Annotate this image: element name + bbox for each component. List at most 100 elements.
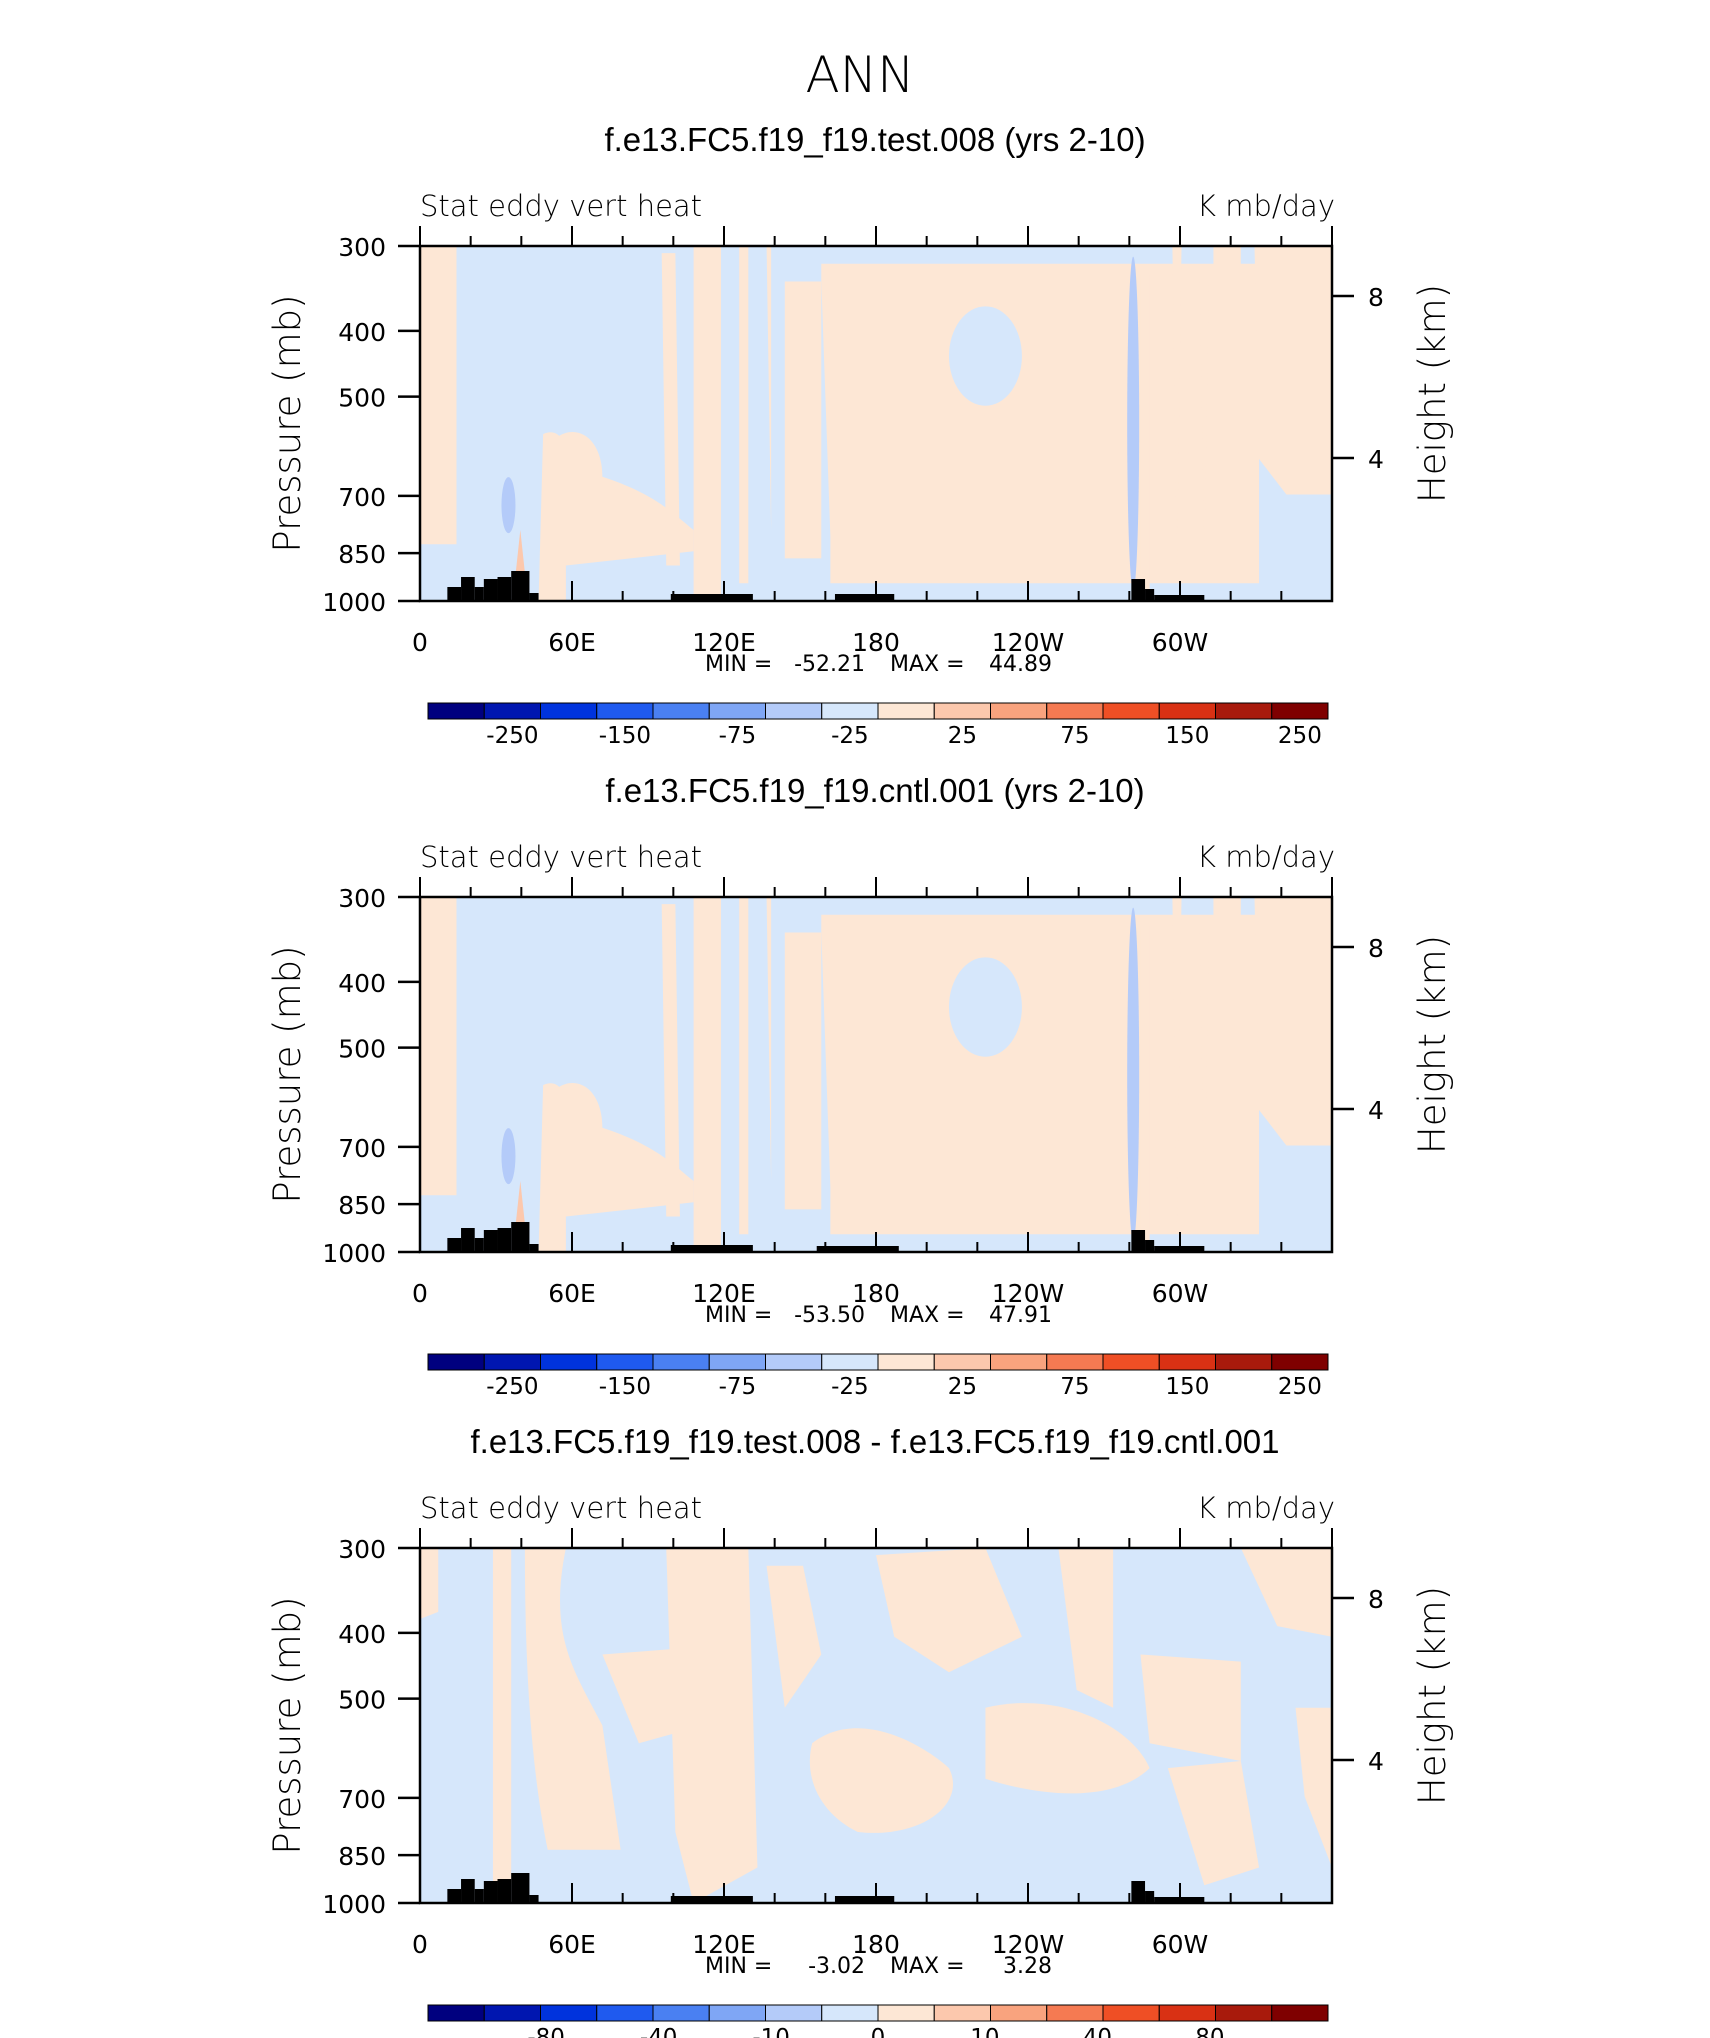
x-tick-label: 120W (992, 1930, 1064, 1959)
topography-block (511, 571, 530, 601)
x-tick-label: 120E (692, 1930, 756, 1959)
topography-block (447, 1889, 462, 1903)
y-right-axis-title: Height (km) (1411, 284, 1454, 503)
colorbar-swatch (540, 1353, 598, 1371)
topography-block (461, 577, 475, 601)
contour-region (543, 1082, 694, 1217)
colorbar-swatch (596, 1353, 654, 1371)
colorbar-label: 75 (1060, 723, 1089, 749)
contour-region (492, 1548, 512, 1886)
colorbar-swatch (652, 1353, 710, 1371)
contour-region (739, 246, 749, 584)
topography-block (1131, 1881, 1146, 1903)
colorbar-swatch (483, 1353, 541, 1371)
contour-region (693, 246, 721, 601)
panel-title: f.e13.FC5.f19_f19.test.008 (yrs 2-10) (604, 121, 1145, 158)
contour-region (784, 932, 822, 1210)
y-tick-label: 850 (338, 1191, 386, 1220)
colorbar-swatch (1215, 1353, 1273, 1371)
colorbar-swatch (821, 702, 879, 720)
contour-region (420, 1548, 439, 1619)
panel-2: f.e13.FC5.f19_f19.cntl.001 (yrs 2-10) Sta… (266, 772, 1454, 1400)
x-tick-label: 60W (1152, 1279, 1209, 1308)
x-tick-label: 0 (412, 1279, 428, 1308)
colorbar-swatch (765, 702, 823, 720)
colorbar-swatch (427, 1353, 485, 1371)
topography-block (447, 1238, 462, 1252)
topography-block (497, 1879, 512, 1903)
colorbar-label: 250 (1278, 723, 1322, 749)
x-tick-label: 120W (992, 1279, 1064, 1308)
contour-region (821, 263, 1260, 584)
colorbar-swatch (821, 1353, 879, 1371)
x-tick-label: 120W (992, 628, 1064, 657)
y-tick-label: 400 (338, 1620, 386, 1649)
contour-region (1172, 246, 1182, 584)
contour-region (1295, 1707, 1332, 1868)
contour-region (985, 1703, 1150, 1794)
y-right-axis-title: Height (km) (1411, 1586, 1454, 1805)
topography-block (834, 594, 895, 601)
contour-region (1213, 897, 1241, 1164)
topography-block (474, 1889, 484, 1903)
contour-region (1254, 246, 1332, 495)
y-right-axis-title: Height (km) (1411, 935, 1454, 1154)
colorbar-label: -80 (527, 2025, 565, 2038)
max-value: 47.91 (989, 1303, 1052, 1328)
colorbar-swatch (596, 702, 654, 720)
colorbar-swatch (1046, 702, 1104, 720)
y-axis-title: Pressure (mb) (266, 294, 309, 552)
contour-region (693, 897, 721, 1252)
units-label: K mb/day (1197, 1491, 1335, 1525)
topography-block (816, 1246, 899, 1252)
colorbar-swatch (990, 2004, 1048, 2022)
colorbar-swatch (933, 702, 991, 720)
topography-block (670, 1896, 753, 1903)
colorbar-swatch (540, 702, 598, 720)
x-tick-label: 60E (548, 1279, 596, 1308)
colorbar-swatch (540, 2004, 598, 2022)
contour-region (948, 306, 1022, 406)
topography-block (670, 594, 753, 601)
y-tick-label: 700 (338, 483, 386, 512)
colorbar-label: 250 (1278, 1374, 1322, 1400)
units-label: K mb/day (1197, 840, 1335, 874)
contour-region (524, 1548, 621, 1850)
colorbar-label: 40 (1083, 2025, 1112, 2038)
y-tick-label: 700 (338, 1785, 386, 1814)
y-tick-label: 850 (338, 540, 386, 569)
y-tick-label: 1000 (322, 588, 386, 617)
contour-region (420, 246, 457, 545)
topography-block (834, 1896, 895, 1903)
x-tick-label: 120E (692, 1279, 756, 1308)
colorbar-swatch (427, 2004, 485, 2022)
contour-region (1058, 1548, 1114, 1708)
contour-region (1199, 281, 1209, 566)
topography-block (529, 1895, 539, 1903)
colorbar-swatch (1271, 702, 1329, 720)
y-right-tick-label: 4 (1368, 445, 1384, 474)
max-label: MAX = (890, 1954, 965, 1979)
colorbar-swatch (933, 2004, 991, 2022)
contour-region (739, 897, 749, 1235)
colorbar-swatch (708, 2004, 766, 2022)
contour-region (515, 1181, 525, 1224)
y-tick-label: 300 (338, 884, 386, 913)
colorbar-swatch (1158, 1353, 1216, 1371)
colorbar-swatch (1271, 2004, 1329, 2022)
colorbar-swatch (1158, 702, 1216, 720)
topography-block (1131, 1230, 1146, 1252)
contour-region (501, 477, 516, 534)
colorbar-swatch (1102, 1353, 1160, 1371)
x-tick-label: 120E (692, 628, 756, 657)
colorbar-swatch (1215, 702, 1273, 720)
topography-block (1145, 1891, 1155, 1903)
colorbar-swatch (708, 1353, 766, 1371)
x-tick-label: 0 (412, 628, 428, 657)
y-right-tick-label: 8 (1368, 283, 1384, 312)
max-label: MAX = (890, 1303, 965, 1328)
y-tick-label: 1000 (322, 1239, 386, 1268)
topography-block (511, 1222, 530, 1252)
colorbar-swatch (427, 702, 485, 720)
contour-region (666, 1548, 758, 1903)
